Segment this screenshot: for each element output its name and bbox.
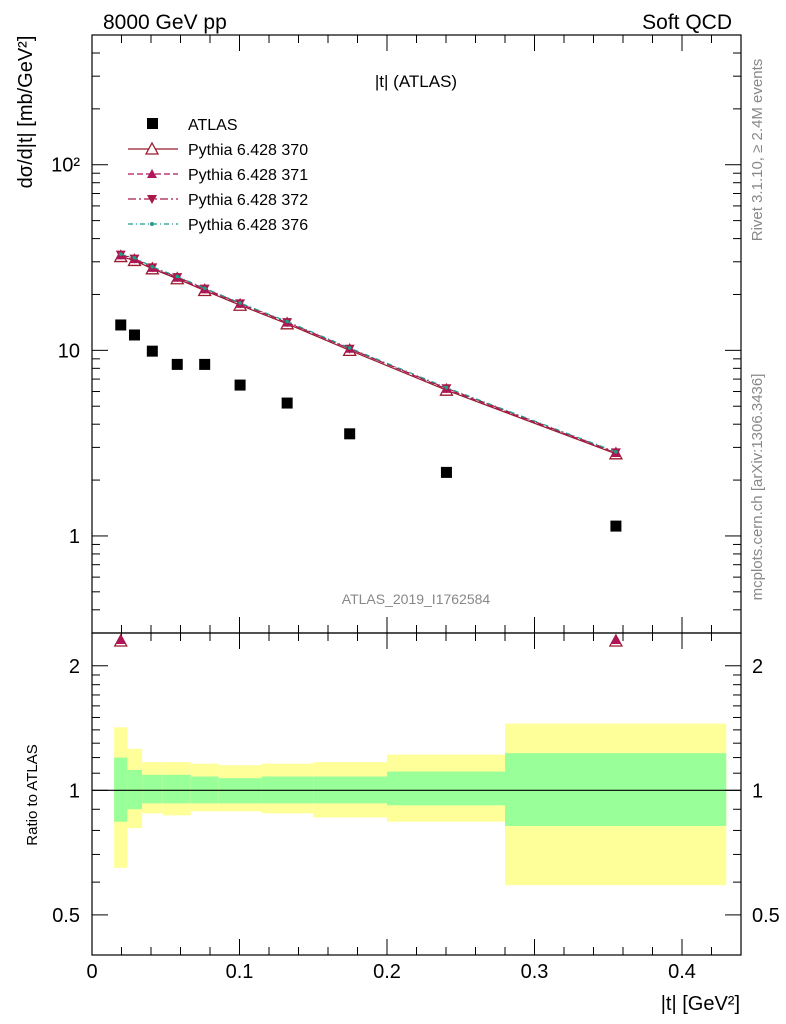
y-tick-label-ratio: 0.5: [52, 905, 80, 927]
mc-series-point: [118, 252, 123, 256]
x-tick-label: 0: [86, 961, 97, 983]
mc-series-point: [175, 274, 180, 279]
y-tick-label-main: 10²: [51, 155, 80, 177]
ratio-bands: [92, 723, 741, 886]
mc-series-point: [238, 301, 242, 305]
ratio-offscale-marker: [115, 635, 126, 644]
x-axis-label: |t| [GeV²]: [661, 993, 740, 1015]
atlas-point: [171, 358, 183, 370]
x-tick-label: 0.1: [226, 961, 254, 983]
mc-series-point: [150, 264, 155, 269]
mc-series-point: [614, 450, 618, 454]
legend-label: Pythia 6.428 370: [188, 142, 308, 159]
mc-series-point: [202, 286, 207, 291]
y-tick-label-ratio: 2: [69, 656, 80, 678]
legend-label: ATLAS: [188, 117, 238, 134]
x-tick-label: 0.4: [668, 961, 696, 983]
legend-marker: [147, 169, 157, 178]
header-left: 8000 GeV pp: [103, 11, 227, 34]
atlas-point: [199, 358, 211, 370]
header-right: Soft QCD: [642, 11, 732, 34]
analysis-id: ATLAS_2019_I1762584: [342, 591, 491, 607]
y-tick-label-main: 10: [58, 340, 80, 362]
mc-series-point: [608, 446, 624, 460]
plot-title: |t| (ATLAS): [375, 72, 457, 91]
atlas-point: [128, 329, 140, 341]
ratio-offscale-marker: [610, 635, 621, 644]
atlas-point: [234, 379, 246, 391]
y-tick-label-ratio-right: 0.5: [752, 905, 780, 927]
legend: ATLAS Pythia 6.428 370 Pythia 6.428 371 Pyt…: [128, 117, 308, 234]
ratio-stat-band: [114, 757, 128, 822]
legend-marker: [150, 222, 154, 226]
ratio-stat-band: [127, 769, 143, 810]
axes: 0 0.1 0.2 0.3 0.4 1 10 10² 0.5 0.5 1 1 2 2: [51, 34, 780, 983]
mc-series-point: [132, 256, 137, 260]
mc-series-line: [120, 254, 617, 453]
y-axis-label-ratio: Ratio to ATLAS: [24, 744, 41, 845]
legend-label: Pythia 6.428 372: [188, 192, 308, 209]
y-axis-label-main: dσ/d|t| [mb/GeV²]: [15, 36, 37, 189]
x-tick-label: 0.2: [373, 961, 401, 983]
x-tick-label: 0.3: [521, 961, 549, 983]
ratio-stat-band: [387, 771, 505, 806]
y-tick-label-ratio-right: 2: [752, 656, 763, 678]
ratio-stat-band: [162, 774, 191, 804]
legend-label: Pythia 6.428 376: [188, 217, 308, 234]
y-tick-label-ratio-right: 1: [752, 780, 763, 802]
series-layer: [113, 249, 624, 647]
mc-series-line: [120, 256, 617, 455]
atlas-point: [146, 345, 158, 357]
mc-series-point: [347, 346, 352, 350]
legend-marker: [144, 141, 160, 155]
y-tick-label-ratio: 1: [69, 780, 80, 802]
mc-series-point: [444, 385, 449, 390]
ratio-stat-band: [142, 774, 163, 804]
legend-label: Pythia 6.428 371: [188, 167, 308, 184]
mc-series-line: [120, 253, 617, 453]
mcplots-info: mcplots.cern.ch [arXiv:1306.3436]: [749, 374, 766, 601]
atlas-point: [115, 319, 127, 331]
legend-marker-atlas: [147, 118, 158, 129]
rivet-info: Rivet 3.1.10, ≥ 2.4M events: [749, 59, 766, 242]
atlas-point: [440, 466, 452, 478]
atlas-point: [281, 397, 293, 409]
y-tick-label-main: 1: [69, 526, 80, 548]
atlas-point: [610, 520, 622, 532]
atlas-point: [344, 428, 356, 440]
legend-marker: [147, 195, 157, 204]
mc-series-point: [285, 319, 289, 324]
ratio-stat-band: [505, 753, 727, 826]
